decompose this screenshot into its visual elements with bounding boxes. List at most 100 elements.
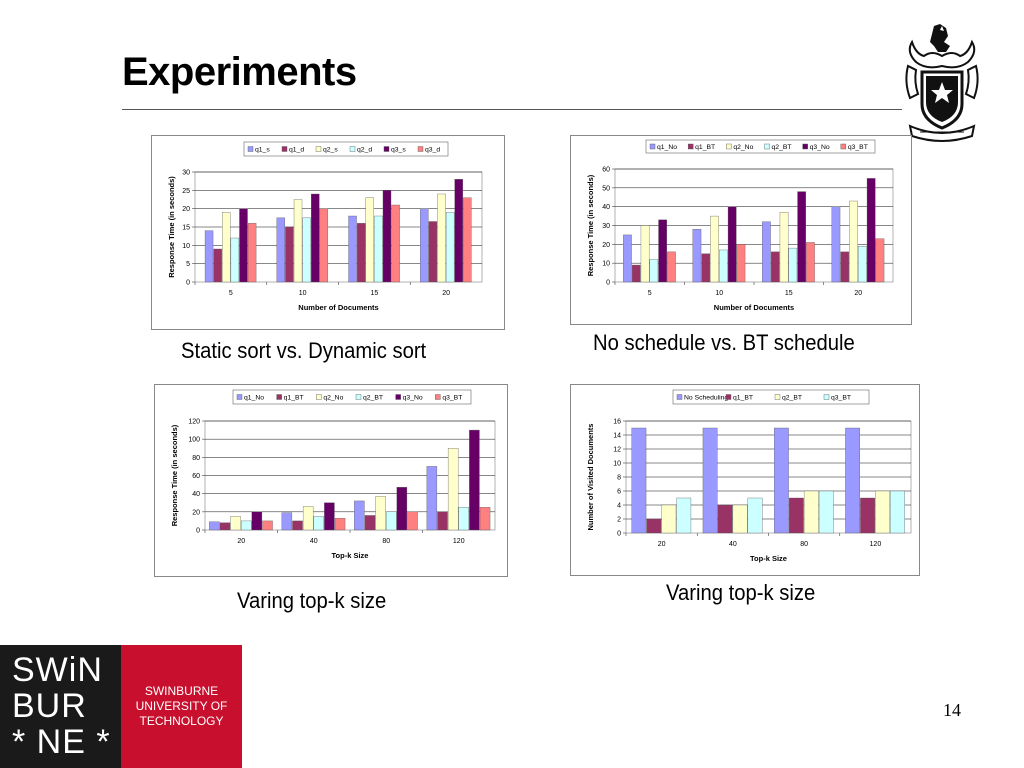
chart-0-svg: 0 5 10 15 20 25 30 5 10 15 20 Number of Documents Re… xyxy=(167,141,483,312)
chart-no-schedule-vs-bt: 0 10 20 30 40 50 60 5 10 15 20 Number of Documents R… xyxy=(570,135,912,325)
bar xyxy=(285,226,294,283)
x-tick-label: 40 xyxy=(310,538,318,545)
bar xyxy=(241,520,252,531)
legend-label: q3_d xyxy=(425,147,440,154)
logo-name-line-3: TECHNOLOGY xyxy=(139,714,224,728)
x-tick-label: 20 xyxy=(854,290,862,297)
bar xyxy=(702,427,718,534)
legend-label: q1_No xyxy=(657,144,677,151)
bar xyxy=(732,504,748,534)
legend-label: q2_d xyxy=(357,147,372,154)
legend-swatch xyxy=(726,143,732,150)
x-tick-label: 20 xyxy=(442,290,450,297)
legend-label: q2_No xyxy=(733,144,753,151)
bar xyxy=(407,511,418,531)
bar xyxy=(866,178,876,283)
y-tick-label: 10 xyxy=(182,243,190,250)
y-tick-label: 40 xyxy=(602,204,610,211)
y-tick-label: 100 xyxy=(188,437,200,444)
bar xyxy=(319,208,329,283)
x-tick-label: 120 xyxy=(870,541,882,548)
legend-label: q3_s xyxy=(391,147,406,154)
x-tick-label: 15 xyxy=(785,290,793,297)
y-tick-label: 0 xyxy=(186,280,190,287)
bar xyxy=(840,251,850,283)
bar xyxy=(364,515,376,531)
legend-label: q1_s xyxy=(255,147,270,154)
y-tick-label: 120 xyxy=(188,419,200,426)
legend-swatch xyxy=(676,394,683,400)
bar xyxy=(770,251,780,283)
bar xyxy=(230,516,241,531)
x-axis-label: Top-k Size xyxy=(332,551,369,560)
bar xyxy=(710,215,719,283)
bar xyxy=(454,179,463,283)
bar xyxy=(251,511,263,531)
bar xyxy=(623,234,632,283)
bar xyxy=(845,427,860,534)
legend-swatch xyxy=(649,143,656,150)
bar xyxy=(302,506,314,531)
title-divider xyxy=(122,109,902,110)
logo-line-3: * NE * xyxy=(12,723,111,761)
bar xyxy=(204,230,214,283)
chart-topk-response-time: 0 20 40 60 80 100 120 20 40 80 120 Top-k Size Respon… xyxy=(154,384,508,577)
bar xyxy=(692,229,702,283)
y-tick-label: 4 xyxy=(617,503,621,510)
legend-label: q2_BT xyxy=(363,395,383,402)
bar xyxy=(239,208,248,283)
swinburne-logo-mark: SWiN BUR * NE * xyxy=(0,645,121,768)
y-tick-label: 30 xyxy=(602,223,610,230)
legend-label: q1_d xyxy=(289,147,304,154)
bar xyxy=(646,518,662,534)
x-tick-label: 10 xyxy=(715,290,723,297)
bar xyxy=(875,238,885,283)
bar xyxy=(875,490,890,534)
legend-label: q1_No xyxy=(244,395,264,402)
legend-swatch xyxy=(276,394,282,400)
bar xyxy=(779,212,789,283)
y-tick-label: 60 xyxy=(192,473,200,480)
bar xyxy=(324,502,335,531)
bar xyxy=(311,193,320,283)
x-tick-label: 10 xyxy=(299,290,307,297)
logo-line-2: BUR xyxy=(12,687,87,725)
bar xyxy=(391,204,400,283)
bar xyxy=(649,259,659,283)
x-tick-label: 20 xyxy=(658,541,666,548)
legend-swatch xyxy=(247,146,254,152)
x-tick-label: 20 xyxy=(237,538,245,545)
y-tick-label: 50 xyxy=(602,185,610,192)
bar xyxy=(667,251,676,283)
bar xyxy=(276,217,285,283)
y-tick-label: 12 xyxy=(613,447,621,454)
bar xyxy=(890,490,905,534)
legend-label: q3_No xyxy=(403,395,423,402)
y-tick-label: 2 xyxy=(617,517,621,524)
bar xyxy=(447,448,459,531)
bar xyxy=(762,221,771,283)
bar xyxy=(463,197,472,283)
legend-swatch xyxy=(383,146,390,152)
chart-2-svg: 0 20 40 60 80 100 120 20 40 80 120 Top-k Size Respon… xyxy=(170,389,496,560)
legend-swatch xyxy=(349,146,356,152)
bar xyxy=(831,206,841,283)
bar xyxy=(806,242,815,283)
bar xyxy=(727,206,737,283)
legend-swatch xyxy=(687,143,694,150)
bar xyxy=(382,190,392,283)
y-tick-label: 16 xyxy=(613,419,621,426)
logo-name-line-1: SWINBURNE xyxy=(144,684,219,698)
logo-line-1: SWiN xyxy=(12,651,103,689)
bar xyxy=(858,246,867,283)
legend-label: q2_BT xyxy=(772,144,792,151)
y-tick-label: 5 xyxy=(186,261,190,268)
legend-swatch xyxy=(316,394,322,400)
bar xyxy=(356,223,366,283)
y-tick-label: 25 xyxy=(182,188,190,195)
caption-static-vs-dynamic: Static sort vs. Dynamic sort xyxy=(181,338,427,363)
bar xyxy=(437,511,448,531)
y-tick-label: 14 xyxy=(613,433,621,440)
y-axis-label: Response Time (in seconds) xyxy=(170,424,179,526)
y-tick-label: 15 xyxy=(182,225,190,232)
